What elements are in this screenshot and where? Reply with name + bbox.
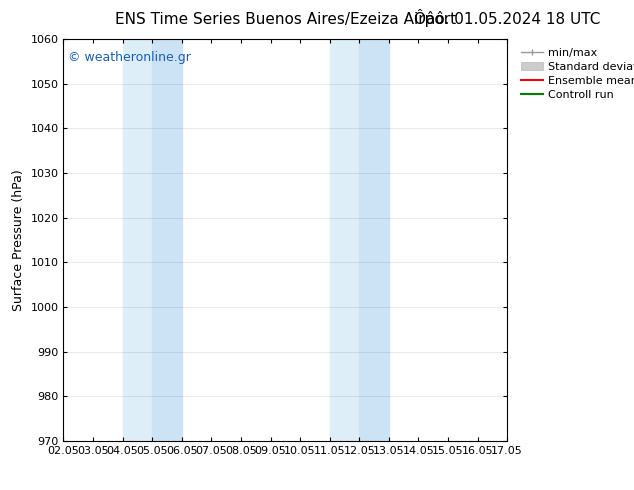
Bar (152, 39, 182, 441)
Text: ENS Time Series Buenos Aires/Ezeiza Airport: ENS Time Series Buenos Aires/Ezeiza Airp… (115, 12, 456, 27)
Legend: min/max, Standard deviation, Ensemble mean run, Controll run: min/max, Standard deviation, Ensemble me… (517, 45, 634, 103)
Bar (359, 39, 389, 441)
Text: Ôâô. 01.05.2024 18 UTC: Ôâô. 01.05.2024 18 UTC (414, 12, 600, 27)
Text: © weatheronline.gr: © weatheronline.gr (68, 51, 191, 64)
Y-axis label: Surface Pressure (hPa): Surface Pressure (hPa) (12, 169, 25, 311)
Bar (330, 39, 359, 441)
Bar (122, 39, 152, 441)
